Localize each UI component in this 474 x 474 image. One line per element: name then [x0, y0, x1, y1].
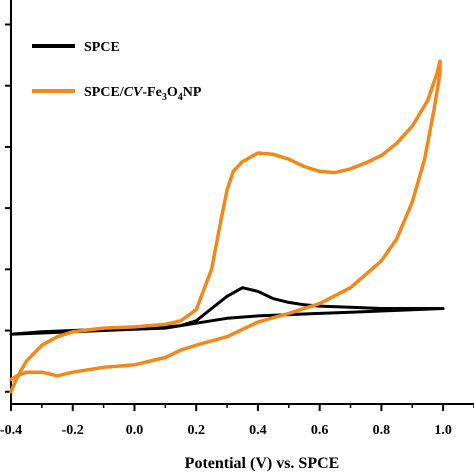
x-axis-title: Potential (V) vs. SPCE — [185, 455, 340, 472]
series-line-spce-cv-fe3o4np — [9, 59, 442, 394]
x-tick-label-3: 0.2 — [187, 423, 205, 438]
x-tick-label-2: 0.0 — [126, 423, 144, 438]
legend: SPCE SPCE/CV-Fe3O4NP — [32, 40, 202, 103]
legend-sub-4: 4 — [178, 92, 183, 103]
x-tick-label-4: 0.4 — [249, 423, 267, 438]
legend-label-spce: SPCE — [84, 40, 120, 55]
legend-part-np: NP — [183, 85, 202, 100]
x-tick-label-6: 0.8 — [373, 423, 391, 438]
legend-label-spce-cv-fe3o4np: SPCE/CV-Fe3O4NP — [84, 85, 202, 103]
plot-frame: -0.4 -0.2 0.0 0.2 0.4 0.6 0.8 1.0 — [0, 0, 474, 438]
x-tick-label-7: 1.0 — [434, 423, 452, 438]
legend-sub-3: 3 — [162, 92, 167, 103]
x-tick-label-0: -0.4 — [0, 423, 22, 438]
legend-part-cv: CV — [124, 85, 144, 100]
legend-part-o: O — [167, 85, 178, 100]
x-tick-label-1: -0.2 — [62, 423, 84, 438]
legend-part-spce: SPCE/ — [84, 85, 125, 100]
legend-part-fe: -Fe — [142, 85, 161, 100]
series-layer — [9, 59, 445, 394]
series-line-spce — [9, 286, 445, 336]
x-tick-label-5: 0.6 — [311, 423, 329, 438]
